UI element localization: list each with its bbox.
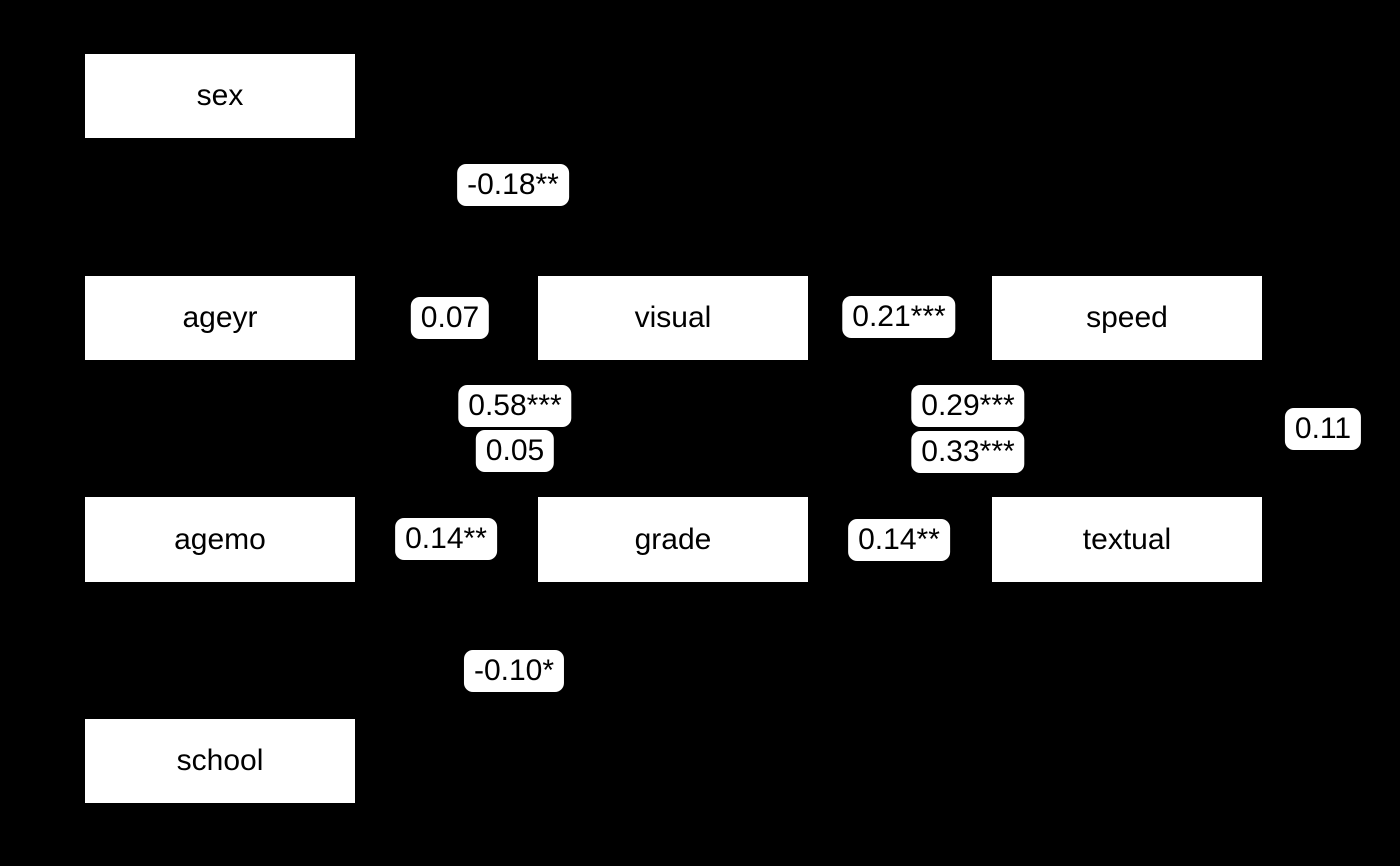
edge-label-coef-9: 0.14**: [395, 518, 497, 560]
node-grade: grade: [538, 497, 808, 582]
node-school: school: [85, 719, 355, 803]
node-label: sex: [196, 79, 244, 112]
edge-label-coef-7: 0.33***: [911, 431, 1025, 473]
node-sex: sex: [85, 54, 355, 138]
node-label: agemo: [174, 522, 266, 556]
node-visual: visual: [538, 276, 808, 360]
node-label: speed: [1086, 301, 1168, 334]
node-label: ageyr: [182, 301, 258, 334]
edge-label-coef-1: -0.18**: [457, 164, 569, 206]
edge-label-coef-10: 0.14**: [848, 519, 950, 561]
node-label: visual: [634, 301, 712, 334]
node-ageyr: ageyr: [85, 276, 355, 360]
node-agemo: agemo: [85, 497, 355, 582]
edge-label-coef-6: 0.29***: [911, 385, 1025, 427]
node-label: textual: [1082, 522, 1172, 556]
edge-label-coef-11: -0.10*: [463, 650, 565, 692]
edge-label-coef-8: 0.11: [1284, 408, 1362, 450]
node-label: grade: [634, 522, 712, 556]
node-speed: speed: [992, 276, 1262, 360]
edge-label-coef-4: 0.58***: [458, 385, 572, 427]
edge-label-coef-2: 0.07: [410, 297, 490, 339]
edge-label-coef-5: 0.05: [475, 430, 555, 472]
node-label: school: [176, 744, 264, 777]
node-textual: textual: [992, 497, 1262, 582]
edge-label-coef-3: 0.21***: [842, 296, 956, 338]
